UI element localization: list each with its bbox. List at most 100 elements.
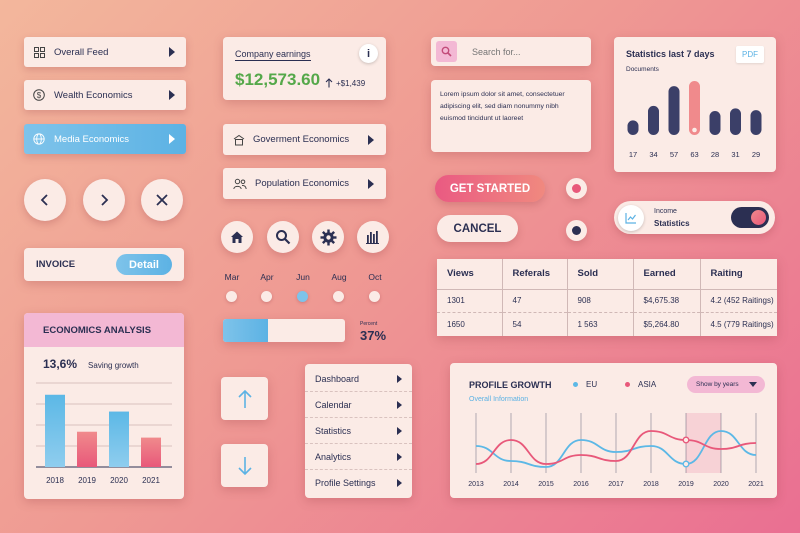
home-icon: [231, 231, 243, 243]
saving-percent: 13,6%: [43, 357, 78, 371]
legend-eu: EU: [573, 380, 597, 389]
toggle-knob: [751, 210, 766, 225]
chevron-right-icon: [397, 400, 402, 409]
stats7-bar-marker: [692, 127, 697, 133]
month-radio[interactable]: [261, 291, 272, 302]
stats7-tick-label: 28: [711, 150, 719, 159]
x-tick-label: 2021: [142, 476, 160, 485]
sidebar-item-wealth-economics[interactable]: $ Wealth Economics: [24, 80, 186, 110]
stats-table: Views Referals Sold Earned Raiting 1301 …: [437, 259, 777, 336]
month-radio[interactable]: [333, 291, 344, 302]
menu-item-dashboard[interactable]: Dashboard: [305, 366, 412, 392]
pdf-badge[interactable]: PDF: [736, 46, 764, 63]
menu-item-profile-settings[interactable]: Profile Settings: [305, 470, 412, 496]
menu-item-label: Statistics: [315, 425, 352, 436]
next-button[interactable]: [83, 179, 125, 221]
stats7-bar: [730, 108, 741, 135]
arrow-up-button[interactable]: [221, 377, 268, 420]
sidebar-item-label: Overall Feed: [54, 46, 109, 58]
table-cell: $5,264.80: [633, 312, 701, 336]
series-point-asia: [682, 436, 690, 444]
menu-item-statistics[interactable]: Statistics: [305, 418, 412, 444]
economics-bar: [45, 394, 65, 467]
month-label: Aug: [331, 272, 347, 282]
income-toggle-switch[interactable]: [731, 207, 769, 228]
menu-item-calendar[interactable]: Calendar: [305, 392, 412, 418]
gear-icon: [320, 229, 336, 245]
table-cell: 1 563: [567, 312, 634, 336]
chart-line-icon: [618, 204, 644, 231]
month-label: Jun: [296, 272, 310, 282]
close-icon: [156, 194, 168, 206]
month-radio[interactable]: [226, 291, 237, 302]
chevron-right-icon: [397, 479, 402, 487]
settings-button[interactable]: [312, 221, 344, 253]
close-button[interactable]: [141, 179, 183, 221]
x-tick-label: 2016: [573, 481, 589, 488]
table-cell: 4.5 (779 Raitings): [710, 320, 774, 329]
menu-item-analytics[interactable]: Analytics: [305, 444, 412, 470]
legend-dot: [625, 382, 630, 387]
x-tick-label: 2013: [468, 481, 484, 488]
chevron-right-icon: [397, 374, 402, 383]
profile-growth-card: PROFILE GROWTH Overall Information EU AS…: [450, 363, 777, 498]
previous-button[interactable]: [24, 179, 66, 221]
economics-bar: [77, 431, 97, 467]
progress-fill: [223, 319, 269, 342]
month-label: Mar: [224, 272, 240, 282]
toggle-line1: Income: [654, 207, 677, 215]
sidebar-item-overall-feed[interactable]: Overall Feed: [24, 37, 186, 67]
earnings-label: Company earnings: [235, 49, 311, 61]
grid-icon: [33, 46, 45, 58]
invoice-label: INVOICE: [36, 259, 76, 270]
chevron-right-icon: [169, 47, 175, 57]
economics-analysis-title: ECONOMICS ANALYSIS: [24, 313, 184, 347]
series-line-eu: [475, 430, 757, 468]
income-statistics-toggle-card: Income Statistics: [614, 201, 775, 234]
profile-line-chart: 2013 2014 2015 2016 2017 2018 2019 2020 2021: [468, 413, 764, 488]
series-line-asia: [475, 430, 757, 465]
sidebar-item-media-economics[interactable]: Media Economics: [24, 124, 186, 154]
show-by-years-dropdown[interactable]: Show by years: [687, 376, 765, 393]
stats7-bar-chart: 17 34 57 63 28 31 29: [627, 81, 762, 159]
month-radio-selected[interactable]: [297, 291, 308, 302]
table-cell: 54: [502, 312, 568, 336]
sidebar-item-label: Wealth Economics: [54, 89, 133, 101]
invoice-card: INVOICE Detail: [24, 248, 184, 281]
chevron-right-icon: [397, 426, 402, 435]
radio-option[interactable]: [566, 220, 587, 241]
invoice-detail-button[interactable]: Detail: [116, 254, 172, 275]
profile-title: PROFILE GROWTH: [469, 380, 552, 390]
goverment-economics-button[interactable]: Goverment Economics: [223, 124, 386, 155]
chevron-right-icon: [101, 194, 109, 206]
get-started-button[interactable]: GET STARTED: [435, 175, 545, 202]
stats7-bar: [648, 105, 659, 135]
month-radio[interactable]: [369, 291, 380, 302]
home-button[interactable]: [221, 221, 253, 253]
info-icon[interactable]: i: [359, 44, 378, 63]
month-label: Oct: [368, 272, 382, 282]
people-icon: [233, 178, 247, 190]
saving-caption: Saving growth: [88, 361, 139, 370]
stats7-bar: [689, 81, 700, 135]
dropdown-label: Show by years: [696, 381, 739, 388]
search-bar[interactable]: [431, 37, 591, 66]
earnings-delta: +$1,439: [325, 78, 365, 88]
x-tick-label: 2019: [78, 476, 96, 485]
arrow-down-button[interactable]: [221, 444, 268, 487]
table-row: 1301 47 908 $4,675.38 4.2 (452 Raitings): [437, 289, 777, 313]
earnings-amount: $12,573.60: [235, 70, 321, 89]
search-button[interactable]: [267, 221, 299, 253]
lorem-text-card: Lorem ipsum dolor sit amet, consectetuer…: [431, 80, 591, 152]
population-economics-button[interactable]: Population Economics: [223, 168, 386, 199]
stats7-subtitle: Documents: [626, 66, 659, 73]
search-input[interactable]: [472, 46, 587, 57]
search-icon[interactable]: [436, 41, 457, 62]
stats-button[interactable]: [357, 221, 389, 253]
cancel-button[interactable]: CANCEL: [437, 215, 518, 242]
x-tick-label: 2014: [503, 481, 519, 488]
radio-selected[interactable]: [566, 178, 587, 199]
svg-text:$: $: [37, 91, 42, 100]
chevron-down-icon: [749, 382, 757, 387]
arrow-down-icon: [237, 456, 252, 475]
